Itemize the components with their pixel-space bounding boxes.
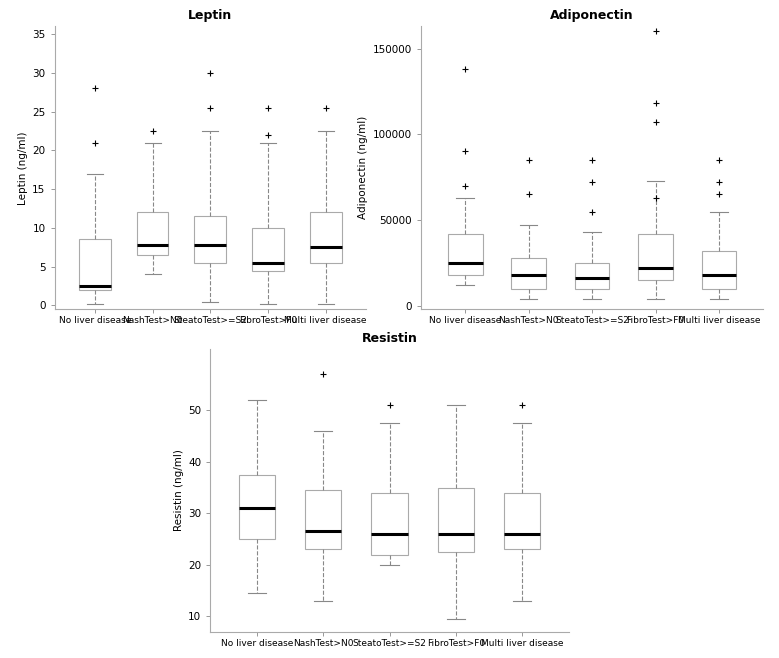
Y-axis label: Adiponectin (ng/ml): Adiponectin (ng/ml): [358, 116, 368, 219]
PathPatch shape: [252, 228, 284, 270]
PathPatch shape: [310, 213, 342, 263]
PathPatch shape: [438, 488, 474, 552]
PathPatch shape: [238, 475, 275, 539]
PathPatch shape: [638, 234, 673, 280]
Y-axis label: Resistin (ng/ml): Resistin (ng/ml): [174, 449, 184, 531]
Title: Resistin: Resistin: [361, 332, 418, 345]
PathPatch shape: [511, 258, 546, 289]
Y-axis label: Leptin (ng/ml): Leptin (ng/ml): [18, 131, 28, 205]
PathPatch shape: [702, 251, 736, 289]
PathPatch shape: [195, 216, 226, 263]
PathPatch shape: [575, 263, 609, 289]
PathPatch shape: [305, 490, 341, 549]
Title: Leptin: Leptin: [189, 9, 232, 22]
Title: Adiponectin: Adiponectin: [550, 9, 634, 22]
PathPatch shape: [79, 240, 111, 290]
PathPatch shape: [372, 493, 407, 555]
PathPatch shape: [448, 234, 482, 275]
PathPatch shape: [137, 213, 168, 255]
PathPatch shape: [504, 493, 541, 549]
